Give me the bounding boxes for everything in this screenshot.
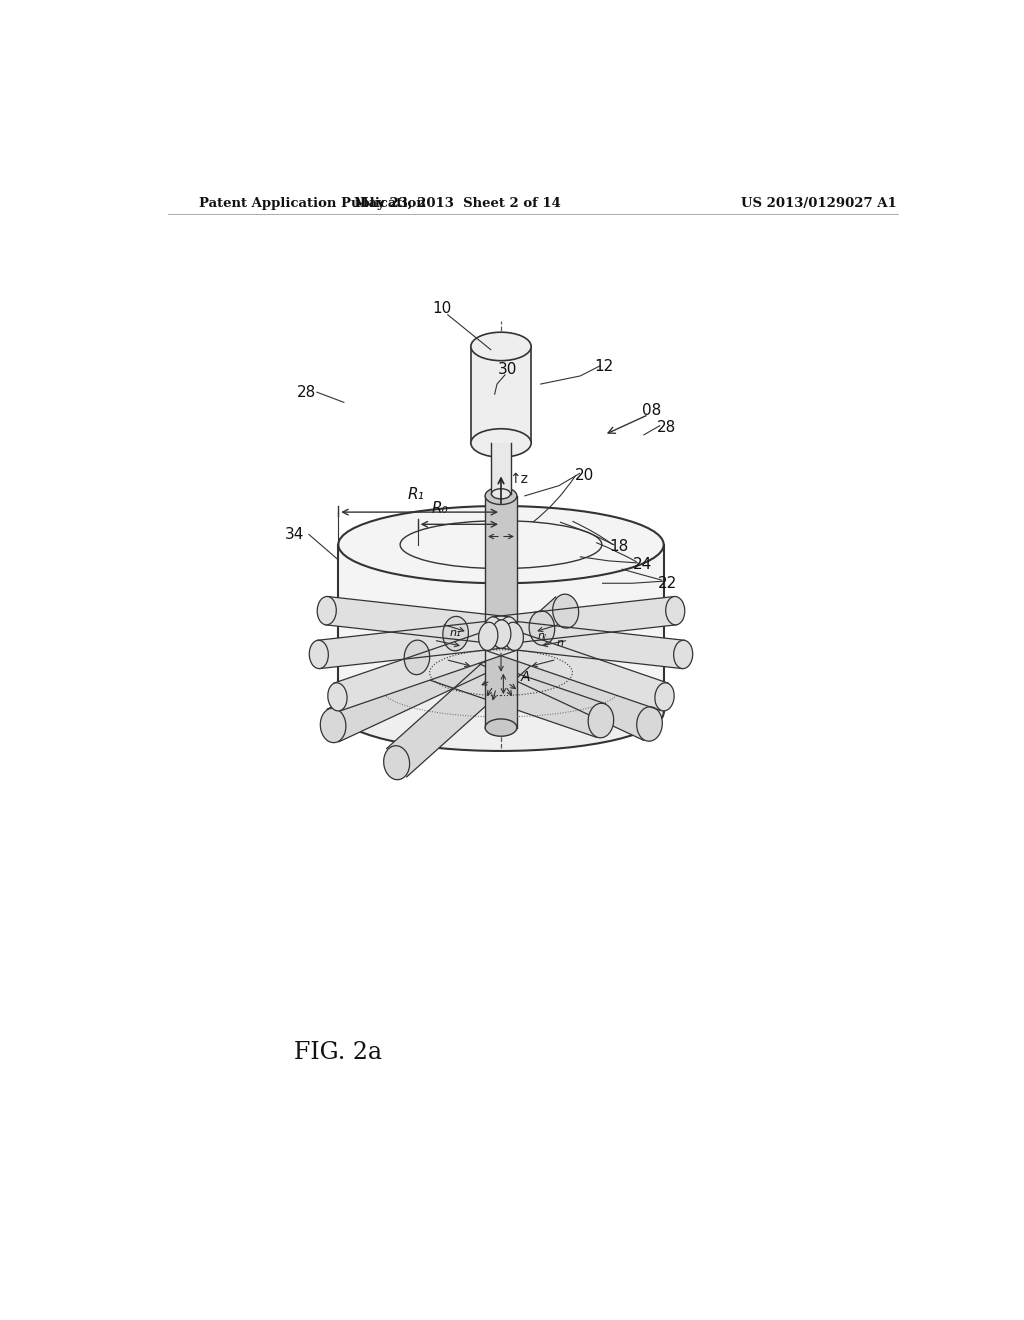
Ellipse shape <box>504 622 523 651</box>
Ellipse shape <box>499 616 518 645</box>
Text: R₀: R₀ <box>431 502 449 516</box>
Text: 30: 30 <box>498 362 517 378</box>
Polygon shape <box>317 620 502 668</box>
Text: ↑z: ↑z <box>509 471 528 486</box>
Text: FIG. 2a: FIG. 2a <box>294 1041 382 1064</box>
Polygon shape <box>485 496 517 727</box>
Text: US 2013/0129027 A1: US 2013/0129027 A1 <box>740 197 896 210</box>
Ellipse shape <box>338 506 664 583</box>
Ellipse shape <box>404 640 430 675</box>
Text: 34: 34 <box>285 527 304 543</box>
Ellipse shape <box>309 640 329 669</box>
Ellipse shape <box>637 706 663 742</box>
Polygon shape <box>471 346 531 444</box>
Text: 08: 08 <box>642 403 662 418</box>
Ellipse shape <box>588 704 613 738</box>
Ellipse shape <box>338 673 664 751</box>
Text: 18: 18 <box>609 539 628 554</box>
Polygon shape <box>500 620 684 668</box>
Ellipse shape <box>529 611 555 645</box>
Ellipse shape <box>492 620 510 648</box>
Polygon shape <box>338 545 664 713</box>
Text: Patent Application Publication: Patent Application Publication <box>200 197 426 210</box>
Ellipse shape <box>328 682 347 711</box>
Text: n₁: n₁ <box>450 628 461 638</box>
Text: r₀: r₀ <box>466 520 477 533</box>
Ellipse shape <box>471 429 531 457</box>
Ellipse shape <box>666 597 685 624</box>
Polygon shape <box>387 597 575 777</box>
Ellipse shape <box>485 487 517 504</box>
Ellipse shape <box>485 719 517 737</box>
Polygon shape <box>334 623 517 710</box>
Text: n: n <box>557 639 564 648</box>
Text: 22: 22 <box>658 576 677 591</box>
Ellipse shape <box>442 616 468 651</box>
Ellipse shape <box>492 488 511 499</box>
Polygon shape <box>326 597 510 645</box>
Polygon shape <box>484 623 669 710</box>
Polygon shape <box>327 611 548 742</box>
Text: L₀: L₀ <box>494 704 506 717</box>
Ellipse shape <box>400 520 602 569</box>
Ellipse shape <box>478 622 498 651</box>
Text: R₁: R₁ <box>408 487 425 502</box>
Text: nᵢ: nᵢ <box>538 631 547 642</box>
Polygon shape <box>493 597 677 645</box>
Text: 28: 28 <box>656 420 676 436</box>
Text: 28: 28 <box>297 384 316 400</box>
Text: 10: 10 <box>432 301 452 317</box>
Ellipse shape <box>655 682 674 711</box>
Ellipse shape <box>384 746 410 780</box>
Text: 24: 24 <box>633 557 652 573</box>
Text: A: A <box>521 669 530 684</box>
Ellipse shape <box>317 597 336 624</box>
Ellipse shape <box>321 709 346 743</box>
Text: 20: 20 <box>574 469 594 483</box>
Ellipse shape <box>492 620 511 648</box>
Ellipse shape <box>553 594 579 628</box>
Text: May 23, 2013  Sheet 2 of 14: May 23, 2013 Sheet 2 of 14 <box>354 197 561 210</box>
Polygon shape <box>450 618 655 741</box>
Ellipse shape <box>674 640 692 669</box>
Polygon shape <box>492 444 511 494</box>
Ellipse shape <box>471 333 531 360</box>
Text: 12: 12 <box>595 359 613 375</box>
Polygon shape <box>413 640 605 738</box>
Ellipse shape <box>484 616 503 645</box>
